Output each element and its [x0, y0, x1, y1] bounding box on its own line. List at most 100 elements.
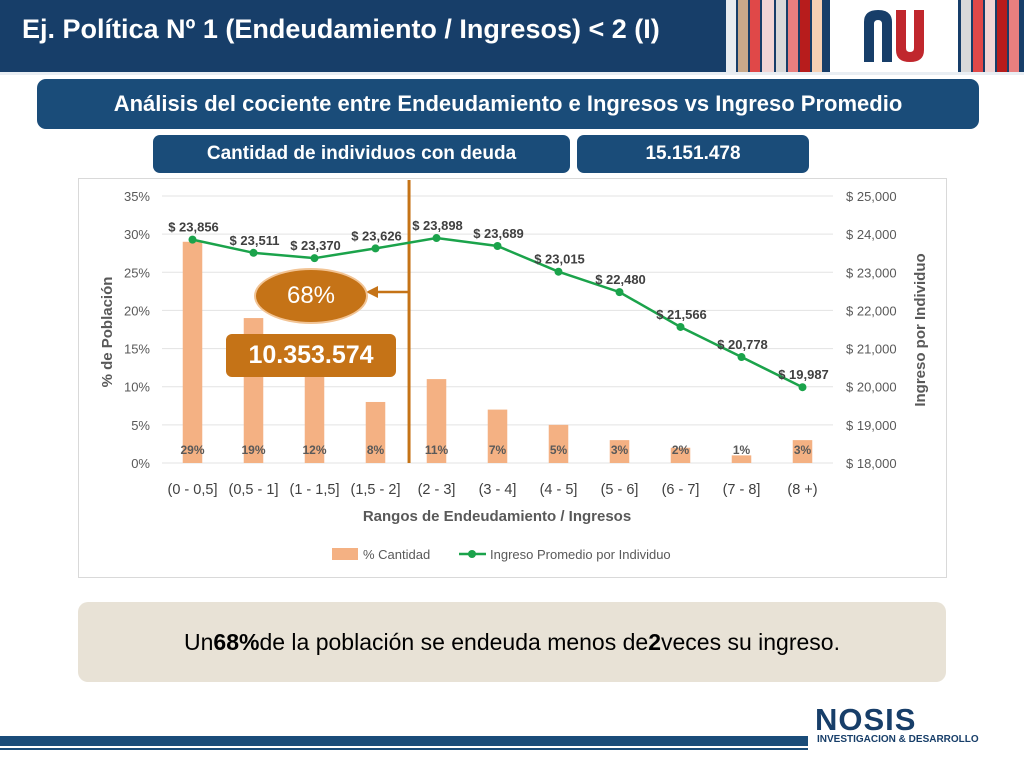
- x-tick: (4 - 5]: [540, 482, 578, 498]
- callout-arrowhead: [366, 286, 378, 298]
- callout-percent: 68%: [254, 268, 368, 324]
- bar-label: 29%: [180, 443, 204, 457]
- x-tick: (0 - 0,5]: [168, 482, 218, 498]
- bar-label: 7%: [489, 443, 507, 457]
- legend-swatch-bar: [332, 548, 358, 560]
- conclusion-num: 2: [648, 628, 661, 655]
- bar: [609, 440, 630, 463]
- income-point: [371, 244, 380, 253]
- y-tick-right: $ 18,000: [846, 456, 897, 471]
- income-point: [310, 254, 319, 263]
- income-label: $ 19,987: [778, 367, 829, 382]
- brand-logo-box: [830, 0, 958, 72]
- x-tick: (1,5 - 2]: [351, 482, 401, 498]
- callout-count: 10.353.574: [226, 334, 396, 377]
- bar-label: 19%: [241, 443, 265, 457]
- header-underline: [0, 72, 1024, 75]
- income-point: [676, 322, 685, 331]
- y-tick-left: 10%: [124, 380, 150, 395]
- analysis-subtitle: Análisis del cociente entre Endeudamient…: [37, 79, 979, 129]
- conclusion-middle: de la población se endeuda menos de: [259, 628, 649, 655]
- y-tick-left: 30%: [124, 227, 150, 242]
- legend-swatch-dot: [468, 550, 476, 558]
- y-axis-title-right: Ingreso por Individuo: [912, 253, 929, 406]
- income-point: [798, 383, 807, 392]
- bar-label: 3%: [611, 443, 629, 457]
- bar: [548, 424, 569, 463]
- income-label: $ 23,626: [351, 228, 402, 243]
- bar-label: 2%: [672, 443, 690, 457]
- income-label: $ 22,480: [595, 272, 646, 287]
- income-point: [493, 242, 502, 251]
- bar-label: 11%: [425, 443, 449, 457]
- count-value: 15.151.478: [577, 135, 809, 173]
- y-tick-left: 25%: [124, 265, 150, 280]
- y-tick-left: 35%: [124, 189, 150, 204]
- footer-bar: [0, 736, 808, 746]
- conclusion-pct: 68%: [213, 628, 260, 655]
- chart-frame: [78, 178, 947, 578]
- x-tick: (3 - 4]: [479, 482, 517, 498]
- x-tick: (1 - 1,5]: [290, 482, 340, 498]
- y-tick-right: $ 20,000: [846, 380, 897, 395]
- income-label: $ 23,856: [168, 220, 219, 235]
- income-label: $ 23,015: [534, 252, 585, 267]
- bar: [304, 371, 325, 463]
- y-tick-right: $ 24,000: [846, 227, 897, 242]
- y-tick-right: $ 22,000: [846, 303, 897, 318]
- income-label: $ 23,689: [473, 226, 524, 241]
- bar: [487, 409, 508, 463]
- bar: [365, 401, 386, 463]
- income-point: [432, 234, 441, 243]
- bar-label: 8%: [367, 443, 385, 457]
- y-tick-left: 5%: [131, 418, 150, 433]
- y-tick-left: 15%: [124, 342, 150, 357]
- bar: [792, 440, 813, 463]
- x-tick: (5 - 6]: [601, 482, 639, 498]
- income-label: $ 23,370: [290, 238, 341, 253]
- y-tick-right: $ 25,000: [846, 189, 897, 204]
- y-tick-left: 0%: [131, 456, 150, 471]
- x-axis-title: Rangos de Endeudamiento / Ingresos: [363, 508, 631, 525]
- bar: [731, 455, 752, 463]
- conclusion-prefix: Un: [184, 628, 214, 655]
- income-label: $ 21,566: [656, 307, 707, 322]
- income-label: $ 23,511: [230, 233, 280, 248]
- y-tick-right: $ 23,000: [846, 265, 897, 280]
- header-bar: Ej. Política Nº 1 (Endeudamiento / Ingre…: [0, 0, 1024, 72]
- legend-label-line: Ingreso Promedio por Individuo: [490, 547, 671, 562]
- page-title: Ej. Política Nº 1 (Endeudamiento / Ingre…: [22, 14, 660, 44]
- y-axis-title-left: % de Población: [99, 277, 116, 388]
- income-point: [554, 267, 563, 276]
- conclusion-box: Un 68% de la población se endeuda menos …: [78, 602, 946, 682]
- y-tick-left: 20%: [124, 303, 150, 318]
- x-tick: (8 +): [787, 482, 817, 498]
- nosis-logo: NOSIS: [815, 702, 917, 737]
- y-tick-right: $ 21,000: [846, 342, 897, 357]
- income-point: [249, 248, 258, 257]
- bar-label: 12%: [302, 443, 326, 457]
- income-label: $ 20,778: [717, 337, 768, 352]
- x-tick: (6 - 7]: [662, 482, 700, 498]
- x-tick: (2 - 3]: [418, 482, 456, 498]
- income-point: [615, 288, 624, 297]
- conclusion-suffix: veces su ingreso.: [661, 628, 840, 655]
- count-label: Cantidad de individuos con deuda: [153, 135, 570, 173]
- x-tick: (0,5 - 1]: [229, 482, 279, 498]
- income-label: $ 23,898: [412, 218, 463, 233]
- bar: [182, 241, 203, 463]
- bar-label: 1%: [733, 443, 751, 457]
- y-tick-right: $ 19,000: [846, 418, 897, 433]
- decorative-stripes: [726, 0, 1019, 72]
- footer-line: [0, 748, 808, 750]
- bar: [670, 447, 691, 463]
- legend-label-bar: % Cantidad: [363, 547, 430, 562]
- nosis-tagline: INVESTIGACION & DESARROLLO: [817, 734, 979, 745]
- bar-label: 5%: [550, 443, 568, 457]
- bar: [426, 379, 447, 463]
- bar-label: 3%: [794, 443, 812, 457]
- income-point: [188, 235, 197, 244]
- x-tick: (7 - 8]: [723, 482, 761, 498]
- income-point: [737, 353, 746, 362]
